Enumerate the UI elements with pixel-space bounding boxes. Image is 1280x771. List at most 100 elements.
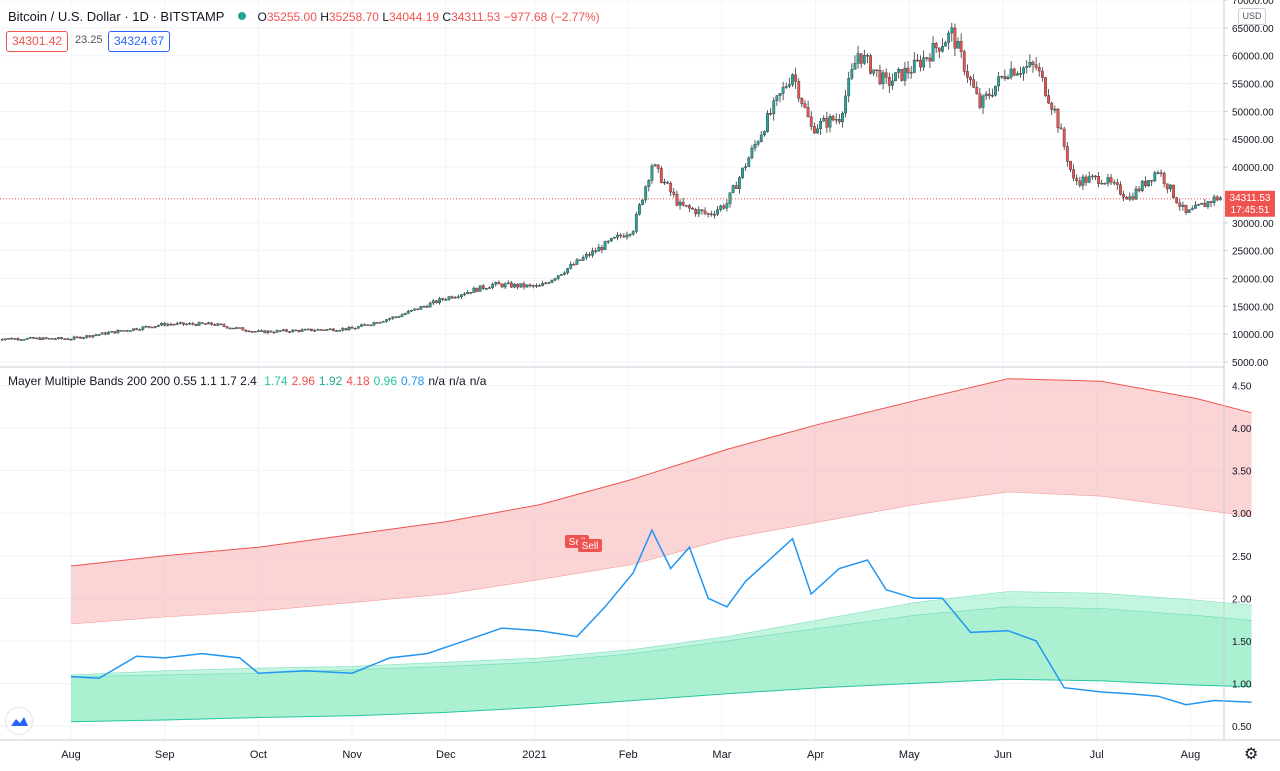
candle-body [1187, 209, 1191, 213]
candle-body [931, 43, 935, 62]
candle-body [166, 323, 170, 326]
candle-body [1078, 180, 1082, 186]
candle-body [7, 338, 10, 340]
candle-body [128, 330, 132, 332]
candle-body [203, 323, 207, 325]
candle-body [219, 323, 223, 326]
candle-body [947, 32, 951, 43]
candle-body [338, 330, 342, 332]
sell-button[interactable]: 34301.42 [6, 31, 69, 52]
candle-body [360, 324, 363, 327]
candle-body [32, 337, 35, 339]
candle-body [225, 326, 229, 329]
candle-body [759, 134, 763, 142]
candle-body [831, 116, 835, 121]
candle-body [306, 328, 310, 331]
candle-body [144, 326, 148, 328]
candle-body [1190, 208, 1194, 211]
candle-body [791, 74, 794, 85]
candle-body [313, 330, 317, 332]
candle-body [1065, 146, 1069, 162]
candle-body [10, 338, 14, 340]
candle-body [425, 306, 429, 308]
candle-body [534, 285, 538, 287]
candle-body [35, 337, 39, 340]
sell-signal: Sell Sell [565, 535, 602, 552]
candlestick-series[interactable] [0, 22, 1222, 341]
candle-body [737, 177, 741, 189]
candle-body [528, 284, 532, 287]
candle-body [812, 126, 816, 134]
candle-body [188, 323, 192, 325]
candle-body [397, 316, 401, 318]
candle-body [416, 308, 420, 311]
time-tick-label: Jun [994, 749, 1012, 761]
time-axis[interactable]: Aug Sep Oct Nov Dec 2021 Feb Mar Apr May Jun Jul Aug [61, 749, 1200, 761]
indicator-tick-label: 2.00 [1232, 594, 1252, 605]
candle-body [481, 285, 485, 289]
candle-body [912, 59, 916, 73]
mayer-multiple-line[interactable] [70, 528, 1252, 706]
candle-body [275, 330, 279, 333]
candle-body [616, 234, 619, 238]
candle-body [575, 259, 579, 265]
candle-body [22, 339, 26, 341]
candle-body [937, 47, 941, 52]
candle-body [822, 117, 826, 122]
candle-body [666, 181, 669, 184]
candle-body [250, 331, 254, 333]
candle-body [981, 95, 985, 108]
candle-body [322, 329, 326, 332]
candle-body [516, 283, 520, 288]
indicator-legend[interactable]: Mayer Multiple Bands 200 200 0.55 1.1 1.… [8, 374, 486, 388]
candle-body [600, 247, 604, 250]
candle-body [369, 324, 373, 327]
candle-body [706, 213, 710, 215]
candle-body [325, 329, 329, 331]
candle-body [207, 322, 210, 325]
tradingview-logo-icon[interactable] [6, 708, 32, 734]
candle-body [866, 55, 869, 57]
price-tick-label: 50000.00 [1232, 107, 1274, 118]
candle-body [244, 329, 248, 332]
candle-body [141, 326, 145, 330]
candle-body [684, 205, 688, 207]
candle-body [1140, 180, 1144, 192]
candle-body [1053, 108, 1057, 111]
candle-body [1019, 73, 1022, 75]
candle-body [19, 339, 23, 341]
indicator-axis[interactable]: 0.50 1.00 1.50 2.00 2.50 3.00 3.50 4.00 4.50 [1232, 382, 1252, 733]
candle-body [819, 121, 823, 130]
candle-body [837, 119, 841, 123]
candle-body [675, 194, 679, 206]
candle-body [269, 330, 273, 333]
candle-body [513, 283, 516, 288]
price-tick-label: 20000.00 [1232, 274, 1274, 285]
candle-body [125, 330, 129, 332]
price-tick-label: 10000.00 [1232, 330, 1274, 341]
candle-body [1003, 76, 1007, 79]
candle-body [185, 323, 188, 326]
candle-body [903, 67, 907, 81]
candle-body [703, 210, 707, 214]
lower-band-inner-fill [71, 606, 1252, 722]
candle-body [472, 287, 476, 293]
symbol-legend[interactable]: Bitcoin / U.S. Dollar · 1D · BITSTAMP O3… [8, 9, 600, 24]
candle-body [160, 323, 163, 326]
buy-button[interactable]: 34324.67 [108, 31, 171, 52]
candle-body [1181, 204, 1185, 207]
candle-body [210, 322, 213, 325]
candle-body [772, 100, 776, 115]
candle-body [303, 328, 307, 331]
candle-body [135, 328, 138, 330]
candle-body [1025, 66, 1029, 69]
price-axis[interactable]: 5000.00 10000.00 15000.00 20000.00 25000.00 3… [1224, 0, 1274, 369]
gear-icon[interactable]: ⚙ [1244, 746, 1259, 763]
candle-body [413, 308, 416, 311]
candle-body [566, 268, 570, 274]
candle-body [107, 332, 110, 335]
candle-body [44, 337, 48, 339]
currency-button[interactable]: USD [1238, 8, 1266, 25]
candle-body [659, 168, 663, 183]
mayer-multiple-series[interactable] [70, 528, 1252, 706]
